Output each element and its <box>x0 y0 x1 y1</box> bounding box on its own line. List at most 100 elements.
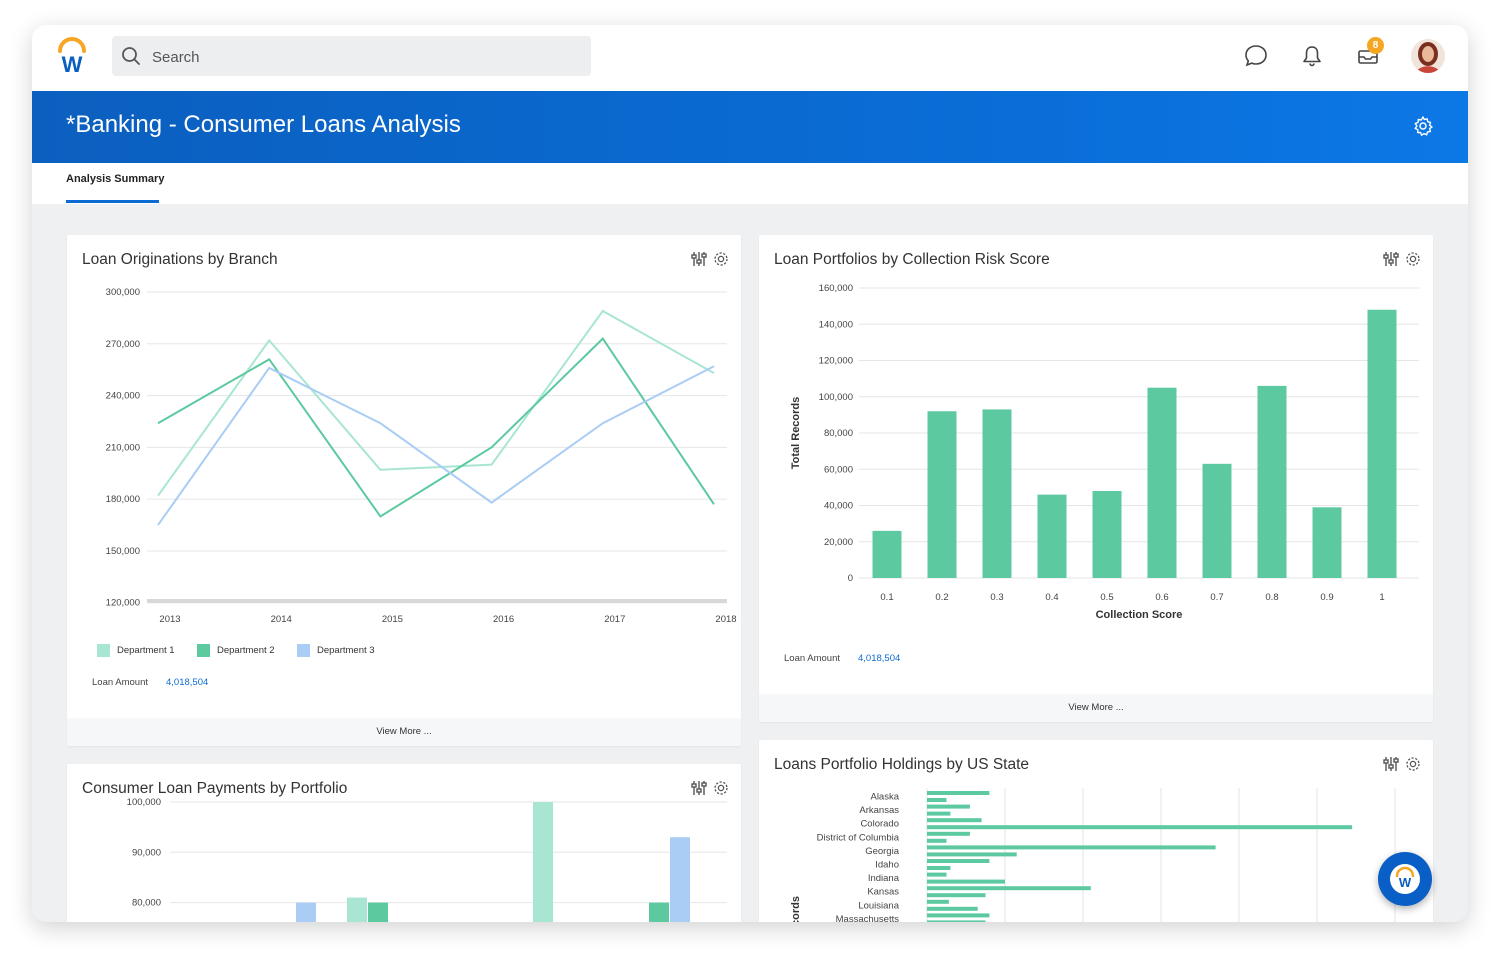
x-tick-label: 2013 <box>159 614 180 625</box>
inbox-icon[interactable] <box>1355 43 1381 69</box>
x-tick-label: 1 <box>1379 592 1384 603</box>
search-input[interactable] <box>150 36 574 78</box>
bell-icon[interactable] <box>1299 43 1325 69</box>
loan-amount-value[interactable]: 4,018,504 <box>858 653 901 664</box>
card-loan-originations: Loan Originations by Branch 300,000 270,0… <box>67 235 741 746</box>
filter-icon[interactable] <box>691 252 707 266</box>
bar <box>368 902 388 922</box>
x-tick-label: 2017 <box>604 614 625 625</box>
card-collection-risk: Loan Portfolios by Collection Risk Score… <box>759 235 1433 722</box>
assistant-icon: W <box>1390 864 1420 894</box>
y-tick-label: 140,000 <box>819 319 853 330</box>
y-tick-label: Alaska <box>870 792 899 803</box>
x-tick-label: 0.6 <box>1155 592 1168 603</box>
y-tick-label: 100,000 <box>819 392 853 403</box>
bar <box>927 852 1017 857</box>
gear-icon[interactable] <box>1412 115 1434 137</box>
bar <box>927 838 947 843</box>
tab-bar: Analysis Summary <box>32 163 1468 204</box>
x-tick-label: 2018 <box>715 614 736 625</box>
gear-icon[interactable] <box>714 252 728 266</box>
app-window: W 8 <box>32 25 1468 922</box>
top-bar: W 8 <box>32 25 1468 91</box>
card-title: Consumer Loan Payments by Portfolio <box>82 780 348 797</box>
x-tick-label: 0.1 <box>880 592 893 603</box>
filter-icon[interactable] <box>1383 252 1399 266</box>
bar <box>347 897 367 922</box>
search-icon <box>122 47 140 65</box>
bar <box>1202 463 1232 578</box>
y-tick-label: 180,000 <box>106 494 140 505</box>
x-tick-label: 0.7 <box>1210 592 1223 603</box>
bar <box>927 411 957 578</box>
bar <box>296 902 316 922</box>
workday-logo[interactable]: W <box>54 37 90 75</box>
bar <box>927 879 1005 884</box>
inbox-badge: 8 <box>1367 37 1384 54</box>
y-tick-label: 160,000 <box>819 283 853 294</box>
x-tick-label: 0.8 <box>1265 592 1278 603</box>
legend-label-department-2: Department 2 <box>217 645 275 656</box>
y-tick-label: District of Columbia <box>817 832 900 843</box>
active-tab-indicator <box>66 200 159 203</box>
y-tick-label: 210,000 <box>106 442 140 453</box>
x-tick-label: 0.3 <box>990 592 1003 603</box>
x-tick-label: 2015 <box>382 614 403 625</box>
y-tick-label: 240,000 <box>106 391 140 402</box>
bar <box>927 811 951 816</box>
y-tick-label: 90,000 <box>132 847 161 858</box>
search-bar[interactable] <box>112 36 591 78</box>
bar <box>927 845 1216 850</box>
card-title: Loan Originations by Branch <box>82 251 278 268</box>
assistant-button[interactable]: W <box>1378 852 1432 906</box>
x-tick-label: 0.2 <box>935 592 948 603</box>
gear-icon[interactable] <box>1406 252 1420 266</box>
loan-amount-label: Loan Amount <box>784 653 840 664</box>
bar <box>927 920 986 922</box>
x-tick-label: 0.5 <box>1100 592 1113 603</box>
legend-swatch-department-3 <box>297 644 310 657</box>
loan-amount-value[interactable]: 4,018,504 <box>166 677 209 688</box>
y-axis-title: Total Records <box>790 397 802 470</box>
bar <box>1092 491 1122 578</box>
chat-icon[interactable] <box>1243 43 1269 69</box>
page-header: *Banking - Consumer Loans Analysis <box>32 91 1468 163</box>
y-tick-label: Georgia <box>865 846 900 857</box>
series-line-1 <box>157 309 715 497</box>
view-more-link[interactable]: View More ... <box>759 694 1433 722</box>
card-tools <box>1383 757 1420 771</box>
legend-label-department-3: Department 3 <box>317 645 375 656</box>
gear-icon[interactable] <box>714 781 728 795</box>
line-chart: 300,000 270,000 240,000 210,000 180,000 150,0… <box>106 287 737 625</box>
bar <box>927 831 970 836</box>
tab-analysis-summary[interactable]: Analysis Summary <box>66 173 165 185</box>
bar <box>872 530 902 578</box>
gear-icon[interactable] <box>1406 757 1420 771</box>
bar-chart: 160,000140,000120,000100,00080,00060,000… <box>790 283 1419 621</box>
bar <box>927 798 947 802</box>
filter-icon[interactable] <box>691 781 707 795</box>
y-tick-label: 20,000 <box>824 537 853 548</box>
x-tick-label: 2014 <box>271 614 292 625</box>
card-state-holdings: Loans Portfolio Holdings by US State Ala… <box>759 740 1433 922</box>
bar <box>927 791 990 795</box>
avatar[interactable] <box>1411 39 1445 73</box>
page-title: *Banking - Consumer Loans Analysis <box>66 111 461 138</box>
y-tick-label: Colorado <box>860 819 899 830</box>
y-tick-label: Indiana <box>868 873 900 884</box>
x-tick-label: 0.4 <box>1045 592 1058 603</box>
y-tick-label: 80,000 <box>824 428 853 439</box>
bar <box>927 886 1091 891</box>
card-tools <box>691 252 728 266</box>
y-tick-label: 40,000 <box>824 501 853 512</box>
logo-letter: W <box>62 52 83 75</box>
assistant-letter: W <box>1399 875 1412 890</box>
bar <box>927 804 970 809</box>
y-tick-label: 120,000 <box>819 356 853 367</box>
view-more-link[interactable]: View More ... <box>67 718 741 746</box>
filter-icon[interactable] <box>1383 757 1399 771</box>
card-tools <box>691 781 728 795</box>
card-tools <box>1383 252 1420 266</box>
horizontal-bar-chart: Alaska Arkansas Colorado District of Columb… <box>790 788 1396 922</box>
